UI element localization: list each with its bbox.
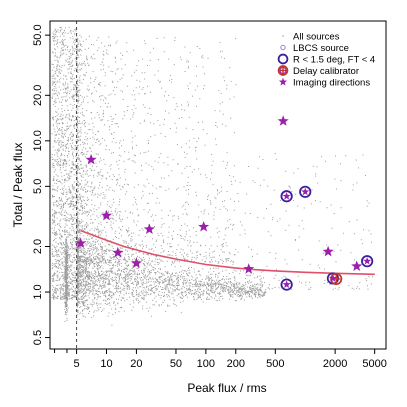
marker-1-4: [299, 185, 312, 198]
x-tick-label-2: 20: [130, 358, 142, 370]
x-tick-label-7: 2000: [323, 358, 347, 370]
marker-2-0: [330, 272, 343, 286]
inner-star-0: [282, 280, 291, 288]
legend-label-3: Delay calibrator: [293, 66, 359, 77]
highlighted-markers: [75, 115, 374, 291]
legend-marker-0: [282, 35, 284, 37]
inner-star-1: [328, 274, 337, 282]
y-axis-title: Total / Peak flux: [11, 143, 25, 228]
inner-star-4: [301, 187, 310, 196]
marker-0-9: [322, 245, 334, 257]
legend-marker-4: [278, 77, 288, 86]
y-tick-label-4: 10.0: [32, 130, 44, 151]
x-tick-label-3: 50: [170, 358, 182, 370]
legend-label-2: R < 1.5 deg, FT < 4: [293, 55, 375, 66]
marker-0-10: [351, 260, 363, 271]
legend-label-1: LBCS source: [293, 43, 349, 54]
marker-0-0: [85, 153, 97, 165]
fit-curve: [80, 229, 375, 276]
x-tick-label-0: 5: [74, 358, 80, 370]
y-tick-label-6: 50.0: [32, 24, 44, 45]
x-tick-label-1: 10: [100, 358, 112, 370]
y-tick-label-3: 5.0: [32, 179, 44, 194]
legend-marker-inner-3: [279, 67, 287, 74]
marker-0-5: [143, 223, 155, 234]
median-curve: [80, 229, 375, 276]
x-axis-title: Peak flux / rms: [187, 381, 266, 395]
marker-0-8: [277, 115, 289, 126]
y-axis: 0.5 1.0 2.0 5.0 10.0 20.0 50.0: [32, 24, 50, 345]
inner-star-2: [363, 256, 372, 265]
marker-1-2: [361, 255, 374, 268]
marker-0-2: [75, 237, 87, 248]
x-axis: 5 10 20 50 100 200 500 2000 5000: [54, 349, 387, 370]
plot-frame: [49, 20, 387, 350]
y-tick-label-5: 20.0: [32, 85, 44, 106]
legend-label-0: All sources: [293, 32, 340, 43]
x-tick-label-6: 500: [266, 358, 284, 370]
x-tick-label-4: 100: [197, 358, 215, 370]
y-tick-label-1: 1.0: [32, 284, 44, 299]
marker-0-7: [243, 263, 255, 274]
marker-0-4: [130, 257, 142, 268]
legend-marker-1: [280, 44, 286, 51]
marker-1-3: [280, 190, 293, 203]
x-tick-label-8: 5000: [362, 358, 386, 370]
x-tick-label-5: 200: [227, 358, 245, 370]
marker-0-6: [198, 221, 210, 232]
marker-1-0: [280, 278, 293, 291]
legend-label-4: Imaging directions: [293, 78, 370, 89]
inner-star-3: [282, 192, 291, 200]
marker-0-1: [100, 209, 113, 221]
legend-marker-2: [277, 53, 289, 65]
legend-marker-3: [277, 65, 289, 76]
y-tick-label-0: 0.5: [32, 330, 44, 345]
y-tick-label-2: 2.0: [32, 239, 44, 254]
marker-0-3: [112, 246, 124, 258]
